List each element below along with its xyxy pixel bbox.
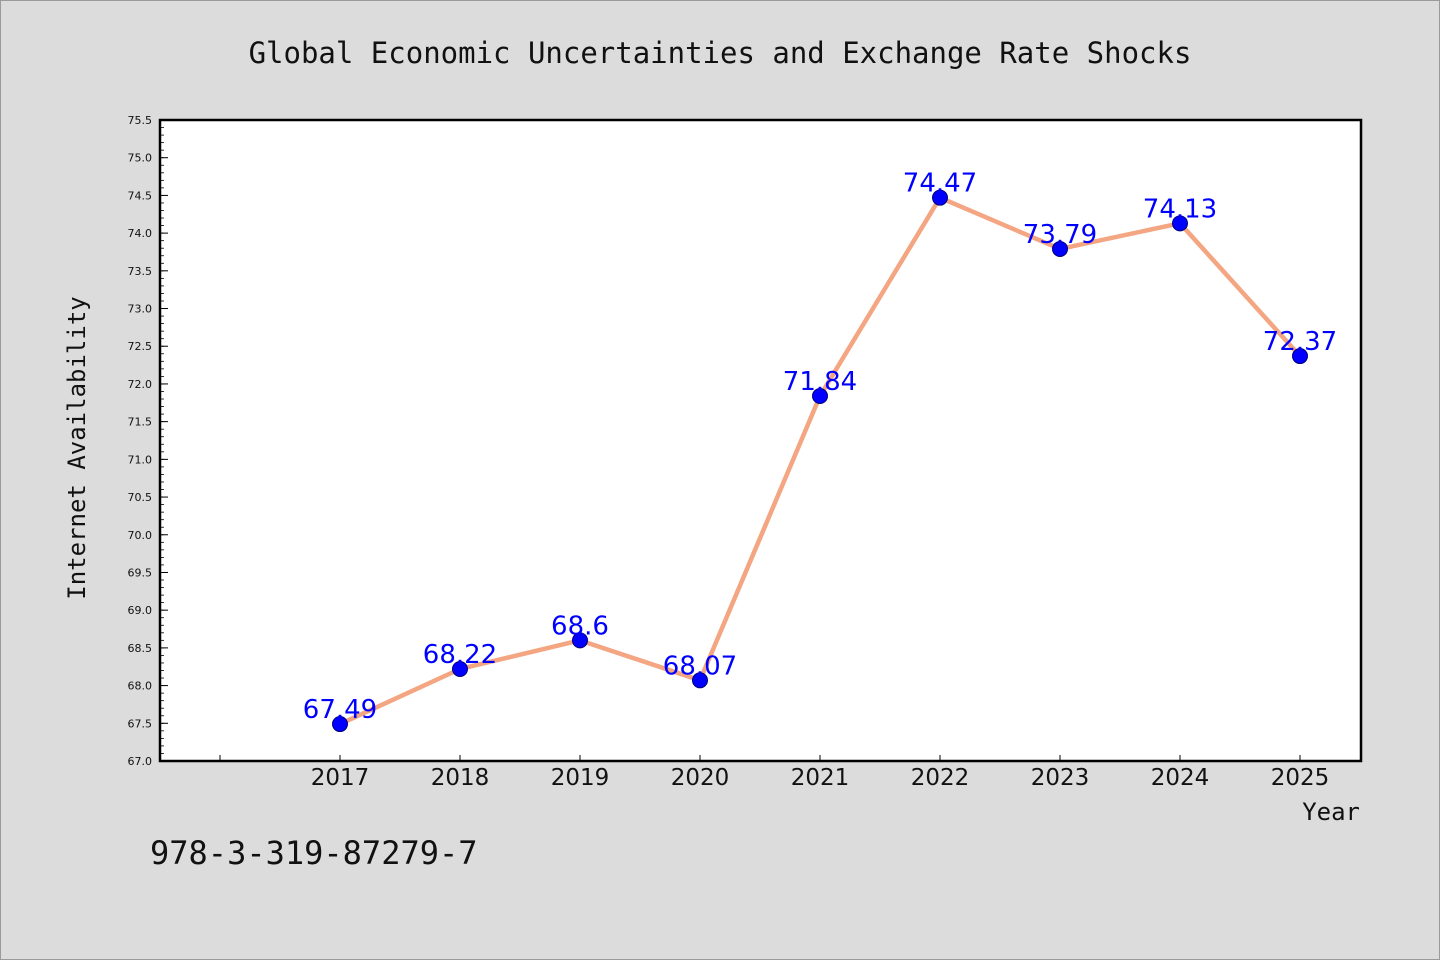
data-point xyxy=(932,189,948,206)
x-axis: 2017 2018 2019 2020 2021 2022 2023 2024 2025 xyxy=(219,755,1330,791)
y-tick-label: 73.0 xyxy=(128,303,153,316)
y-tick-label: 75.0 xyxy=(128,152,153,165)
x-tick-label: 2025 xyxy=(1271,765,1330,791)
data-label: 68.6 xyxy=(551,611,609,641)
data-point xyxy=(692,672,708,689)
y-tick-label: 69.0 xyxy=(128,604,153,617)
data-label: 74.47 xyxy=(903,169,977,199)
y-tick-label: 75.5 xyxy=(128,114,153,127)
data-point xyxy=(572,632,588,649)
x-tick-label: 2018 xyxy=(431,765,490,791)
data-label: 67.49 xyxy=(303,695,377,725)
y-tick-label: 67.5 xyxy=(128,717,153,730)
y-tick-label: 74.5 xyxy=(128,189,153,202)
y-tick-label: 72.5 xyxy=(128,340,153,353)
y-tick-label: 70.5 xyxy=(128,491,153,504)
y-axis-label: Internet Availability xyxy=(63,296,91,599)
x-axis-label: Year xyxy=(1302,798,1360,826)
y-tick-label: 71.5 xyxy=(128,416,153,429)
y-tick-label: 68.0 xyxy=(128,680,153,693)
y-tick-label: 73.5 xyxy=(128,265,153,278)
data-point xyxy=(812,388,828,405)
data-label: 74.13 xyxy=(1143,194,1217,224)
y-tick-label: 69.5 xyxy=(128,566,153,579)
data-point xyxy=(1292,348,1308,365)
x-tick-label: 2024 xyxy=(1151,765,1210,791)
y-tick-label: 74.0 xyxy=(128,227,153,240)
x-tick-label: 2020 xyxy=(671,765,730,791)
data-label: 68.07 xyxy=(663,651,737,681)
y-tick-label: 71.0 xyxy=(128,453,153,466)
data-series: 67.49 68.22 68.6 68.07 71.84 74.47 73.79 74.13 7… xyxy=(303,169,1337,733)
data-point xyxy=(1172,215,1188,232)
x-tick-label: 2017 xyxy=(311,765,370,791)
y-tick-label: 67.0 xyxy=(128,755,153,768)
x-tick-label: 2019 xyxy=(551,765,610,791)
data-label: 73.79 xyxy=(1023,220,1097,250)
y-tick-label: 68.5 xyxy=(128,642,153,655)
x-tick-label: 2022 xyxy=(911,765,970,791)
chart-title: Global Economic Uncertainties and Exchan… xyxy=(249,36,1192,70)
data-label: 68.22 xyxy=(423,640,497,670)
y-tick-label: 70.0 xyxy=(128,529,153,542)
data-point xyxy=(452,660,468,677)
data-point xyxy=(1052,240,1068,257)
data-label: 72.37 xyxy=(1263,327,1337,357)
data-point xyxy=(332,716,348,733)
y-axis: 67.0 67.5 68.0 68.5 69.0 69.5 70.0 70.5 71.0 71.5… xyxy=(128,114,168,768)
y-tick-label: 72.0 xyxy=(128,378,153,391)
x-tick-label: 2023 xyxy=(1031,765,1090,791)
data-label: 71.84 xyxy=(783,367,857,397)
isbn-text: 978-3-319-87279-7 xyxy=(150,834,478,872)
x-tick-label: 2021 xyxy=(791,765,850,791)
